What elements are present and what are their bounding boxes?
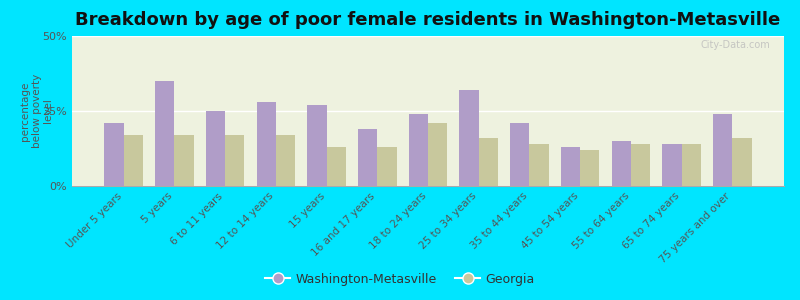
Bar bbox=[257, 102, 276, 186]
Bar bbox=[631, 144, 650, 186]
Bar bbox=[124, 135, 143, 186]
Bar bbox=[580, 150, 599, 186]
Bar bbox=[155, 81, 174, 186]
Legend: Washington-Metasville, Georgia: Washington-Metasville, Georgia bbox=[260, 268, 540, 291]
Bar bbox=[478, 138, 498, 186]
Bar bbox=[409, 114, 428, 186]
Bar bbox=[307, 105, 326, 186]
Bar bbox=[732, 138, 752, 186]
Title: Breakdown by age of poor female residents in Washington-Metasville: Breakdown by age of poor female resident… bbox=[75, 11, 781, 29]
Bar bbox=[104, 123, 124, 186]
Bar bbox=[326, 147, 346, 186]
Bar bbox=[612, 141, 631, 186]
Bar bbox=[174, 135, 194, 186]
Bar bbox=[225, 135, 244, 186]
Bar bbox=[510, 123, 530, 186]
Bar bbox=[358, 129, 378, 186]
Bar bbox=[530, 144, 549, 186]
Bar bbox=[276, 135, 295, 186]
Bar bbox=[682, 144, 701, 186]
Text: City-Data.com: City-Data.com bbox=[700, 40, 770, 50]
Bar bbox=[459, 90, 478, 186]
Bar bbox=[206, 111, 225, 186]
Bar bbox=[713, 114, 732, 186]
Bar bbox=[428, 123, 447, 186]
Bar bbox=[378, 147, 397, 186]
Y-axis label: percentage
below poverty
level: percentage below poverty level bbox=[20, 74, 54, 148]
Bar bbox=[662, 144, 682, 186]
Bar bbox=[561, 147, 580, 186]
